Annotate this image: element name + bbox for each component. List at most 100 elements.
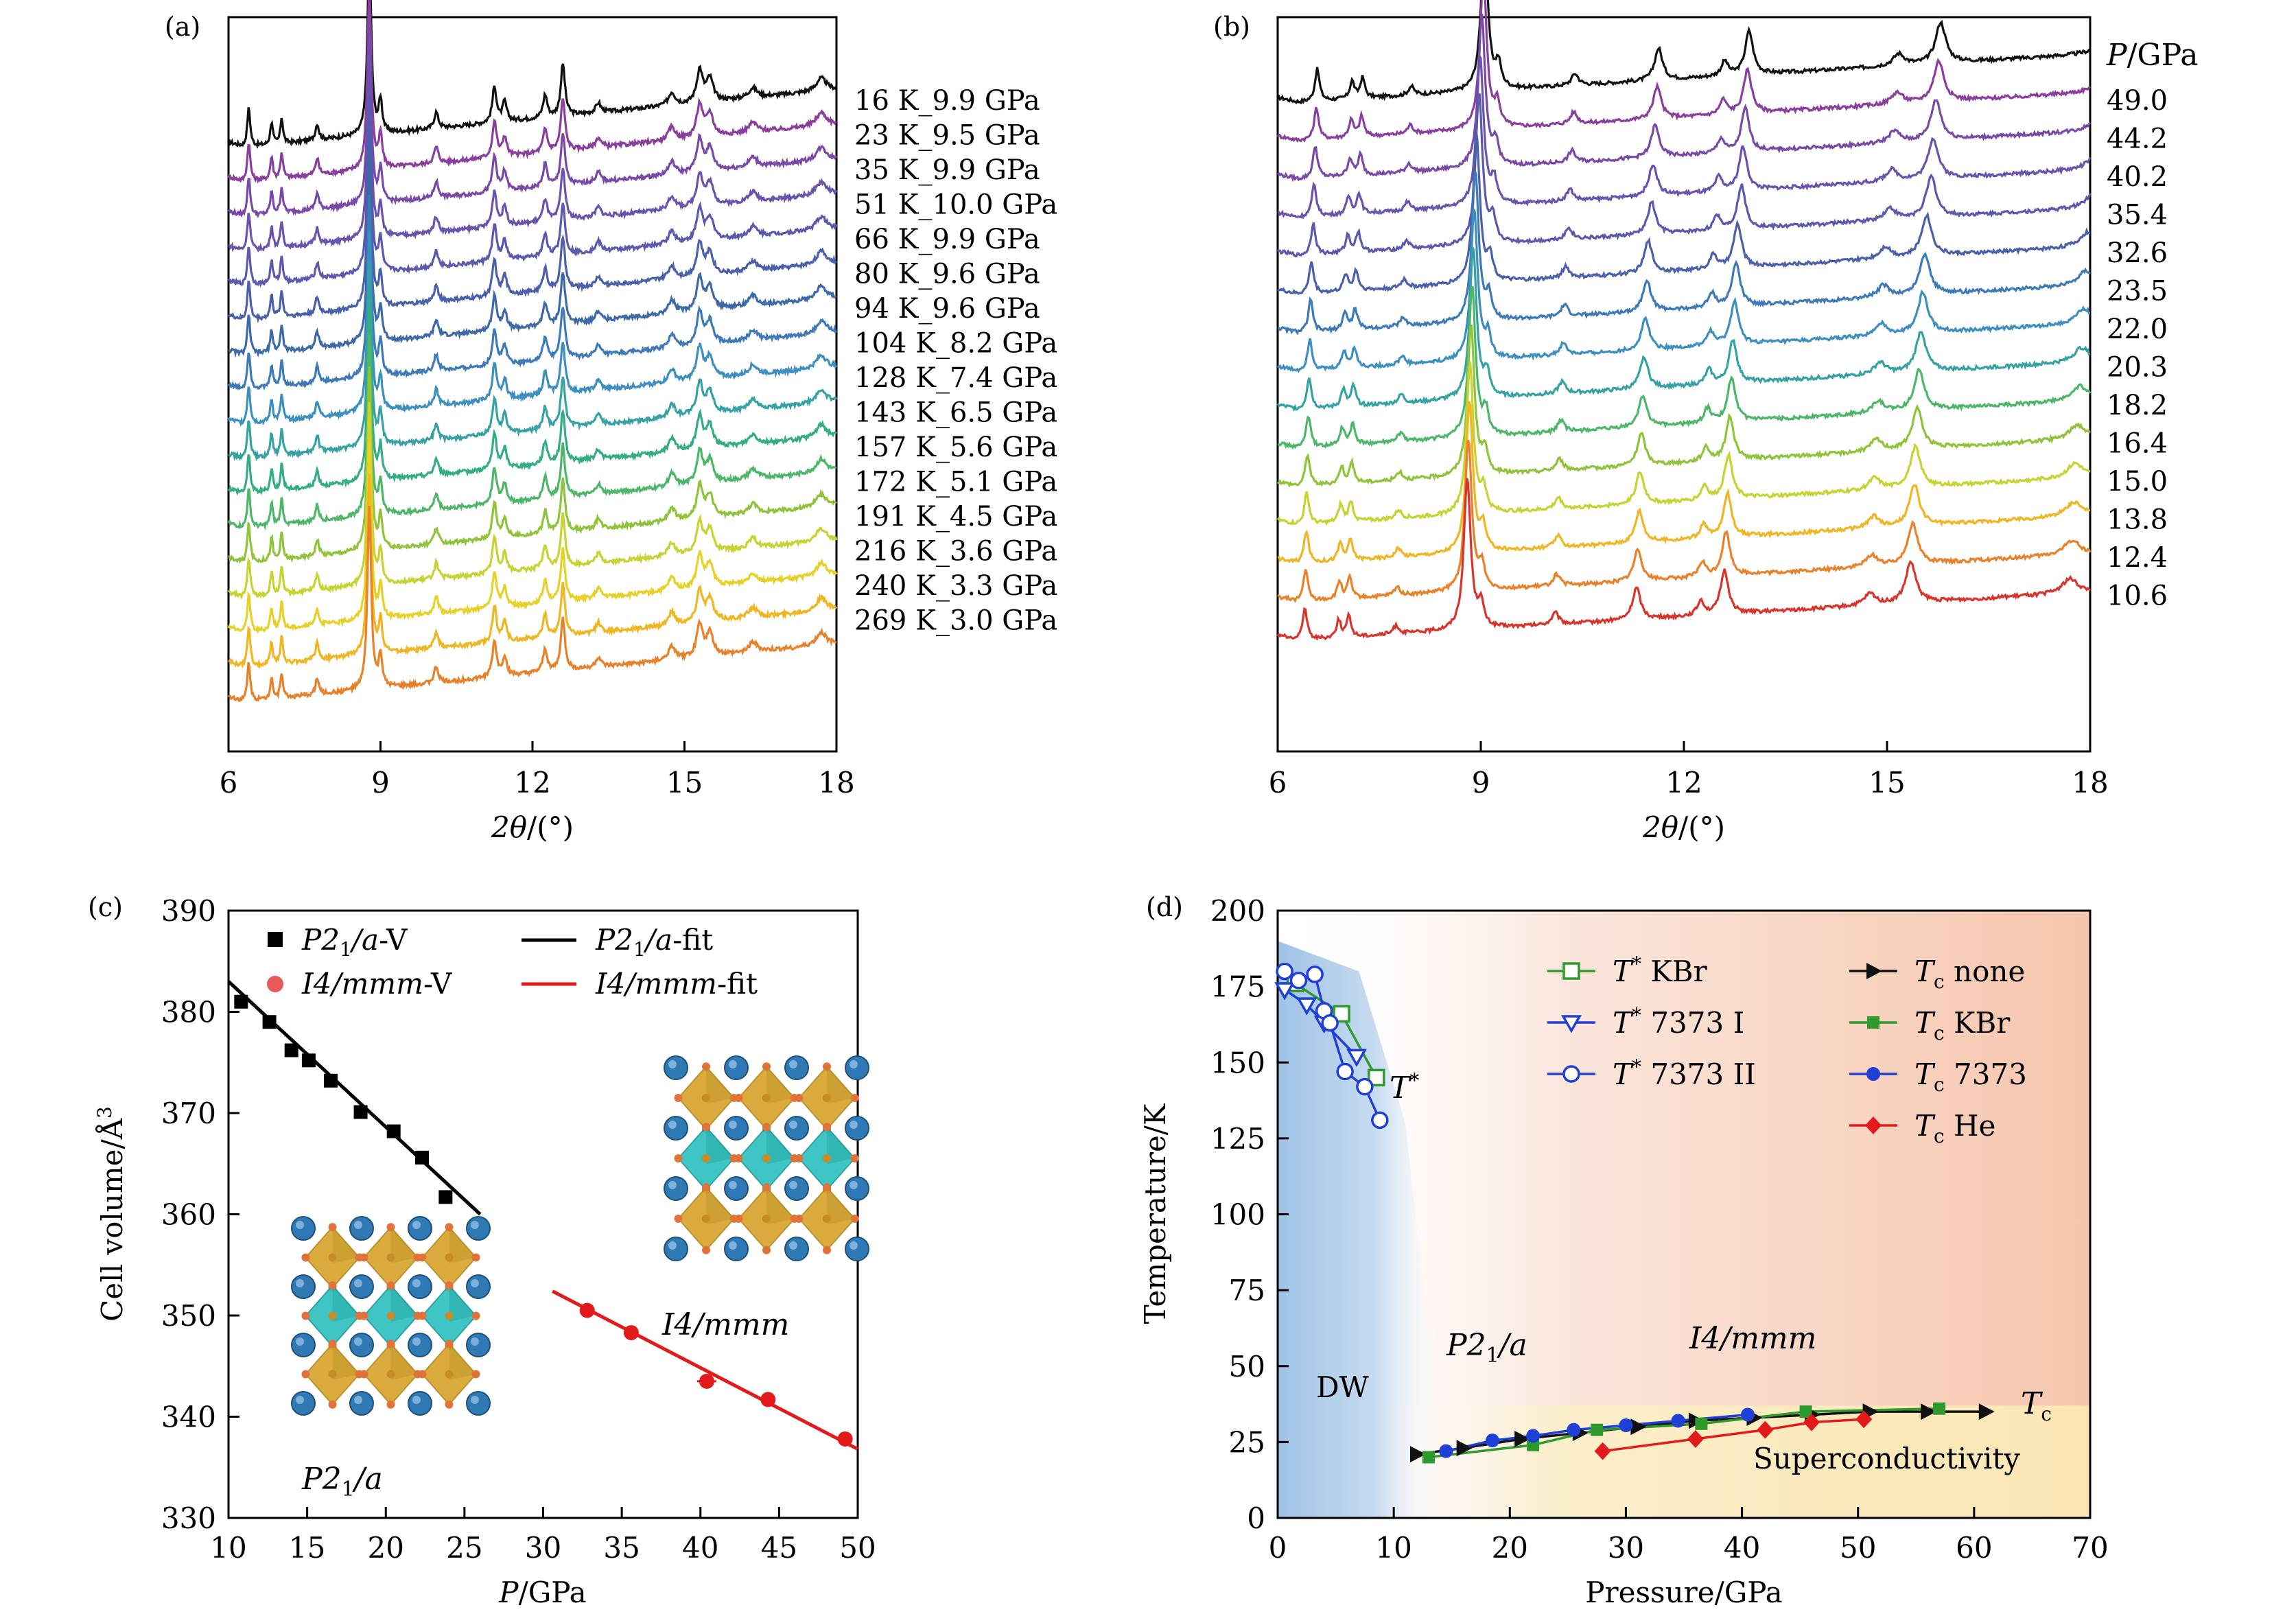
y-tick-label: 350 — [161, 1299, 216, 1333]
legend-entry-b: 32.6 — [2107, 237, 2168, 269]
spectrum-line — [228, 159, 837, 358]
atom-icon — [360, 1370, 368, 1379]
cation-highlight — [668, 1121, 677, 1129]
legend-label-i4mmm-fit: I4/mmm-fit — [595, 967, 758, 1001]
dw-region — [1278, 941, 1446, 1518]
y-tick-label: 50 — [1229, 1350, 1265, 1383]
legend-entry-a: 35 K_9.9 GPa — [854, 154, 1040, 186]
legend-entry-a: 51 K_10.0 GPa — [854, 189, 1057, 221]
cation-icon — [349, 1391, 374, 1416]
data-point — [284, 1043, 298, 1057]
octahedron-shade — [706, 1187, 734, 1225]
atom-icon — [386, 1311, 395, 1320]
data-point — [1562, 1065, 1580, 1083]
cation-icon — [845, 1176, 869, 1201]
cation-icon — [784, 1055, 809, 1080]
data-point — [1336, 1062, 1354, 1081]
atom-icon — [328, 1223, 337, 1232]
cation-icon — [408, 1216, 432, 1241]
octahedron-shade — [766, 1127, 795, 1165]
x-tick-label: 30 — [1608, 1531, 1644, 1565]
x-tick-label: 10 — [1375, 1531, 1411, 1565]
y-tick-label: 390 — [161, 894, 216, 928]
y-tick-label: 100 — [1210, 1198, 1265, 1232]
spectrum-line — [1277, 401, 2091, 564]
x-tick-label: 45 — [761, 1531, 797, 1565]
atom-icon — [328, 1253, 337, 1262]
spectrum-line — [227, 127, 837, 324]
data-point — [234, 994, 248, 1009]
cation-highlight — [668, 1181, 677, 1189]
legend-marker-i4mmm-v — [267, 976, 283, 992]
legend-entry-b: 20.3 — [2107, 352, 2168, 384]
atom-icon — [850, 1154, 859, 1162]
legend-entry-b: 22.0 — [2107, 314, 2168, 345]
legend-label-p21a-fit: P21/a-fit — [595, 923, 713, 961]
plot-frame-b — [1276, 16, 2092, 753]
x-tick-label: 9 — [371, 766, 390, 799]
legend-label-p21a-v: P21/a-V — [301, 923, 408, 961]
y-tick-label: 75 — [1229, 1274, 1265, 1307]
cation-icon — [408, 1391, 432, 1416]
series-line — [1284, 988, 1358, 1057]
legend-entry-d: T* KBr — [1613, 952, 1708, 988]
x-tick-label: 0 — [1269, 1531, 1287, 1565]
legend-entry-a: 128 K_7.4 GPa — [854, 362, 1057, 394]
cation-highlight — [354, 1279, 362, 1287]
legend-entry-b: 44.2 — [2107, 124, 2168, 155]
legend-entry-a: 240 K_3.3 GPa — [854, 570, 1057, 602]
spectrum-line — [1276, 0, 2092, 143]
atom-icon — [445, 1223, 454, 1232]
y-tick-label: 150 — [1210, 1046, 1265, 1079]
crystal-structure-p21a-icon — [291, 1216, 491, 1416]
x-tick-label: 50 — [839, 1531, 876, 1565]
octahedron-shade — [827, 1187, 855, 1225]
spectrum-line — [1276, 360, 2091, 526]
data-point — [1803, 1413, 1820, 1431]
atom-icon — [702, 1094, 710, 1102]
cation-highlight — [850, 1060, 858, 1068]
x-tick-label: 60 — [1956, 1531, 1992, 1565]
y-tick-label: 370 — [161, 1097, 216, 1130]
atom-icon — [702, 1154, 710, 1162]
legend-entry-b: 16.4 — [2107, 428, 2168, 460]
x-tick-label: 35 — [603, 1531, 640, 1565]
atom-icon — [823, 1245, 831, 1254]
legend-entry-a: 157 K_5.6 GPa — [854, 432, 1057, 463]
cation-icon — [408, 1333, 432, 1357]
data-point — [1594, 1442, 1611, 1460]
y-tick-label: 360 — [161, 1198, 216, 1232]
spectrum-line — [228, 262, 838, 462]
atom-icon — [795, 1215, 804, 1223]
octahedron-shade — [332, 1344, 360, 1380]
panel-label-a: (a) — [165, 12, 200, 42]
cation-highlight — [668, 1060, 677, 1068]
axes-c: 10 15 20 25 30 35 40 45 50 330 340 350 360 370 380 390 — [161, 894, 876, 1565]
data-point — [1368, 1068, 1385, 1087]
data-point — [1439, 1444, 1453, 1458]
cation-icon — [784, 1116, 809, 1141]
cation-icon — [291, 1216, 316, 1241]
legend-entry-d: Tc He — [1914, 1109, 1996, 1147]
legend-entry-a: 216 K_3.6 GPa — [854, 536, 1057, 568]
x-axis-b: 6 9 12 15 18 — [1269, 741, 2109, 799]
x-axis-label-a: 2θ/(°) — [491, 810, 574, 844]
data-point — [1933, 1402, 1946, 1415]
cation-icon — [291, 1391, 316, 1416]
panel-label-d: (d) — [1146, 892, 1183, 922]
legend-entry-d: T* 7373 I — [1613, 1004, 1744, 1040]
atom-icon — [734, 1094, 743, 1102]
panel-label-c: (c) — [88, 892, 123, 922]
data-point — [1422, 1451, 1435, 1464]
spectrum-line — [1277, 439, 2092, 603]
legend-entry-b: 12.4 — [2107, 542, 2168, 574]
y-axis-label-d: Temperature/K — [1138, 1103, 1172, 1324]
data-point — [837, 1431, 853, 1447]
atom-icon — [471, 1253, 480, 1262]
cation-highlight — [354, 1337, 362, 1346]
cation-highlight — [296, 1221, 304, 1229]
atom-icon — [762, 1215, 771, 1223]
atom-icon — [418, 1311, 427, 1320]
cation-highlight — [850, 1241, 858, 1250]
panel-c: (c) 10 15 20 25 30 35 40 45 50 330 340 350 360 370 380… — [88, 892, 876, 1609]
